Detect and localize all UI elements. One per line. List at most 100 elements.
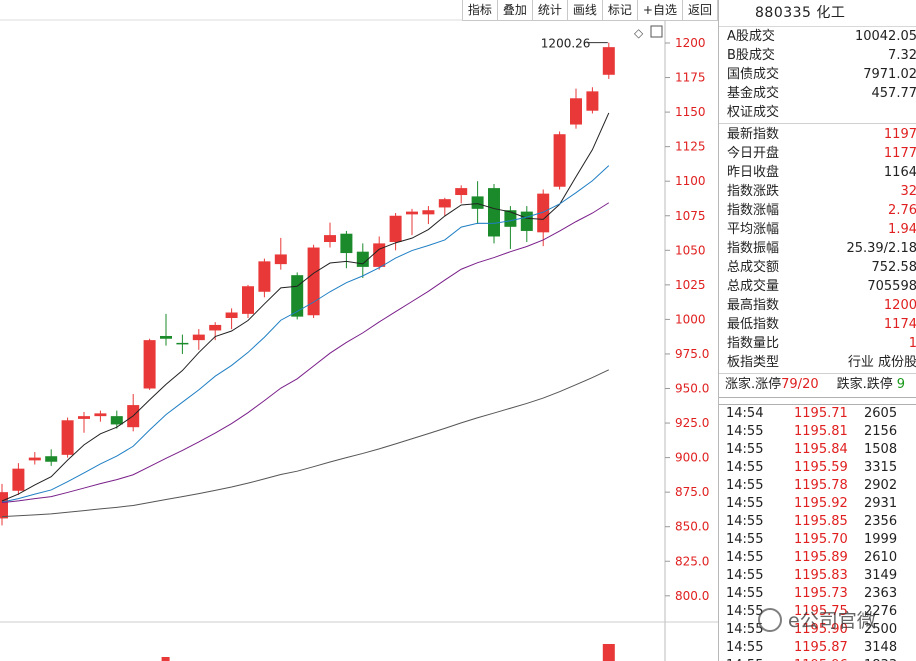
candle-body-up: [12, 468, 25, 491]
candle-body-up: [61, 420, 74, 455]
candle-body-up: [553, 134, 566, 187]
tick-price: 1195.90: [794, 622, 848, 637]
tick-volume: 2156: [864, 424, 898, 439]
tick-row[interactable]: 14:55 1195.84 1508: [719, 441, 916, 459]
volume-row: B股成交 7.32: [719, 46, 916, 65]
tick-volume: 2363: [864, 586, 898, 601]
candle-body-down: [160, 335, 172, 339]
tick-volume: 3149: [864, 568, 898, 583]
divider: [719, 373, 916, 374]
candle-body-down: [110, 416, 123, 425]
candle-body-up: [455, 188, 468, 196]
tick-row[interactable]: 14:55 1195.78 2902: [719, 477, 916, 495]
candle-body-up: [586, 91, 599, 111]
tick-row[interactable]: 14:55 1195.90 2500: [719, 621, 916, 639]
index-title: 880335 化工: [719, 0, 916, 27]
add-watchlist-button[interactable]: +自选: [638, 0, 683, 20]
tick-price: 1195.83: [794, 568, 848, 583]
candle-body-down: [488, 188, 500, 237]
index-stat-value: 2.76: [888, 203, 916, 218]
index-stat-row: 指数振幅 25.39/2.18: [719, 239, 916, 258]
kline-chart-panel[interactable]: 1200 1175 1150 1125 1100 1075 1050 1025 1000 975.…: [0, 0, 718, 661]
decline-label: 跌家.跌停: [836, 377, 893, 392]
tick-time: 14:55: [726, 532, 764, 547]
back-button[interactable]: 返回: [683, 0, 718, 20]
volume-row: 国债成交 7971.02: [719, 65, 916, 84]
tick-price: 1195.78: [794, 478, 848, 493]
tick-time: 14:55: [726, 442, 764, 457]
tick-price: 1195.92: [794, 496, 848, 511]
tick-volume: 3148: [864, 640, 898, 655]
index-stat-value: 705598: [867, 279, 916, 294]
tick-row[interactable]: 14:55 1195.75 2276: [719, 603, 916, 621]
candle-body-up: [78, 416, 90, 419]
tick-row[interactable]: 14:55 1195.73 2363: [719, 585, 916, 603]
overlay-button[interactable]: 叠加: [498, 0, 533, 20]
candle-body-up: [209, 324, 222, 331]
tick-price: 1195.85: [794, 514, 848, 529]
y-axis-tick-label: 925.0: [675, 416, 709, 430]
volume-row-value: 10042.05: [854, 29, 916, 44]
tick-time: 14:54: [726, 406, 764, 421]
tick-time: 14:55: [726, 496, 764, 511]
wechat-icon: [758, 607, 782, 632]
tick-volume: 1833: [864, 657, 897, 661]
candle-body-down: [520, 211, 533, 231]
tick-price: 1195.71: [794, 406, 848, 421]
advance-decline-row: 涨家.涨停 79/20 跌家.跌停 9: [719, 375, 916, 395]
tick-row[interactable]: 14:54 1195.71 2605: [719, 405, 916, 423]
tick-row[interactable]: 14:55 1195.83 3149: [719, 567, 916, 585]
candle-body-up: [28, 457, 41, 461]
tick-row[interactable]: 14:55 1195.92 2931: [719, 495, 916, 513]
index-stat-label: 最高指数: [727, 298, 780, 313]
tick-price: 1195.96: [794, 657, 864, 661]
tick-price: 1195.87: [794, 640, 848, 655]
candle-body-up: [307, 247, 320, 316]
index-stat-row: 指数量比 1: [719, 334, 916, 353]
tick-row[interactable]: 14:55 1195.89 2610: [719, 549, 916, 567]
statistics-button[interactable]: 统计: [533, 0, 568, 20]
advance-label: 涨家.涨停: [725, 377, 782, 392]
tick-price: 1195.73: [794, 586, 848, 601]
index-stat-row: 平均涨幅 1.94: [719, 220, 916, 239]
y-axis-tick-label: 1100: [675, 174, 706, 188]
indicator-button[interactable]: 指标: [463, 0, 498, 20]
volume-row-label: 权证成交: [727, 105, 780, 120]
index-stat-label: 平均涨幅: [727, 222, 780, 237]
mark-button[interactable]: 标记: [603, 0, 638, 20]
index-stat-label: 总成交量: [727, 279, 780, 294]
y-axis-tick-label: 1075: [675, 209, 706, 223]
tick-row[interactable]: 14:55 1195.70 1999: [719, 531, 916, 549]
candle-body-up: [242, 286, 254, 314]
volume-row-value: 7.32: [888, 48, 916, 63]
index-stat-value: 1200: [883, 298, 916, 313]
index-stat-value: 1174: [883, 317, 916, 332]
index-stat-value: 752.58: [871, 260, 916, 275]
index-stat-value: 1.94: [888, 222, 916, 237]
tick-time: 14:55: [726, 460, 764, 475]
index-stat-label: 指数振幅: [727, 241, 780, 256]
y-axis-tick-label: 1025: [675, 278, 706, 292]
draw-line-button[interactable]: 画线: [568, 0, 603, 20]
panel-toggle-icon[interactable]: [650, 25, 663, 38]
volume-row: 权证成交: [719, 103, 916, 122]
ma10-line: [1, 165, 610, 503]
tick-row[interactable]: 14:55 1195.85 2356: [719, 513, 916, 531]
y-axis-tick-label: 825.0: [675, 554, 709, 568]
index-stat-value: 1164: [883, 165, 916, 180]
tick-volume: 1999: [864, 532, 898, 547]
index-stat-row: 最新指数 1197: [719, 125, 916, 144]
kline-chart[interactable]: 1200 1175 1150 1125 1100 1075 1050 1025 1000 975.…: [0, 0, 718, 661]
tick-list[interactable]: 14:54 1195.71 2605 14:55 1195.81 2156 14:55 119…: [719, 405, 916, 661]
candle-body-up: [324, 235, 336, 243]
volume-breakdown: A股成交 10042.05 B股成交 7.32 国债成交 7971.02 基金成交 457.7…: [719, 27, 916, 122]
candle-body-up: [406, 211, 418, 215]
index-stat-label: 昨日收盘: [727, 165, 780, 180]
candle-body-up: [94, 413, 107, 417]
tick-row[interactable]: 14:55 1195.87 3148: [719, 639, 916, 657]
tick-row[interactable]: 14:55 1195.59 3315: [719, 459, 916, 477]
tick-time: 14:55: [726, 640, 764, 655]
ma5-line: [1, 112, 610, 502]
tick-row[interactable]: 14:55 1195.81 2156: [719, 423, 916, 441]
